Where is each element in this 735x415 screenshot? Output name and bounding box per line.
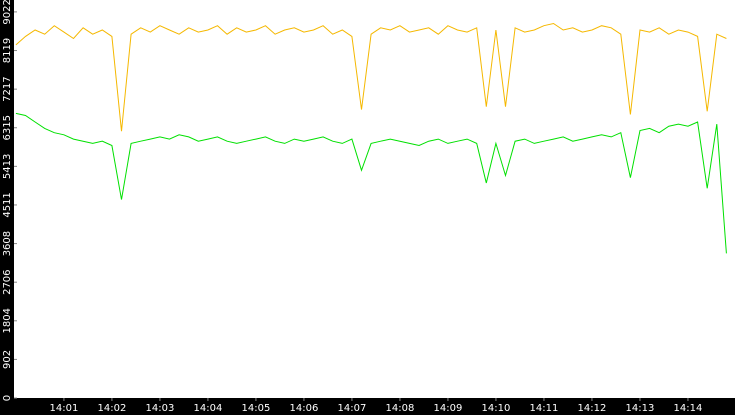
x-tick-label: 14:09 [434,403,463,414]
plot-area [14,0,735,398]
x-tick-label: 14:14 [674,403,703,414]
series-line [15,22,727,132]
x-tick-label: 14:12 [578,403,607,414]
x-tick-label: 14:06 [290,403,319,414]
x-tick-label: 14:08 [386,403,415,414]
y-tick-label: 4511 [2,192,13,217]
series-line [15,112,727,254]
x-tick-label: 14:10 [482,403,511,414]
y-tick-label: 2706 [2,269,13,294]
x-tick-label: 14:07 [338,403,367,414]
x-tick-label: 14:04 [194,403,223,414]
y-tick-label: 5413 [2,154,13,179]
y-tick-label: 6315 [2,115,13,140]
x-tick-label: 14:13 [626,403,655,414]
x-tick-label: 14:01 [50,403,79,414]
x-tick-label: 14:02 [98,403,127,414]
y-tick-label: 902 [2,350,13,369]
y-tick-label: 1804 [2,308,13,333]
y-tick-label: 8119 [2,38,13,63]
x-tick-label: 14:03 [146,403,175,414]
x-tick-label: 14:11 [530,403,559,414]
y-tick-label: 3608 [2,231,13,256]
y-tick-label: 9022 [2,0,13,25]
y-tick-label: 7217 [2,76,13,101]
x-tick-label: 14:05 [242,403,271,414]
y-tick-label: 0 [2,395,13,401]
